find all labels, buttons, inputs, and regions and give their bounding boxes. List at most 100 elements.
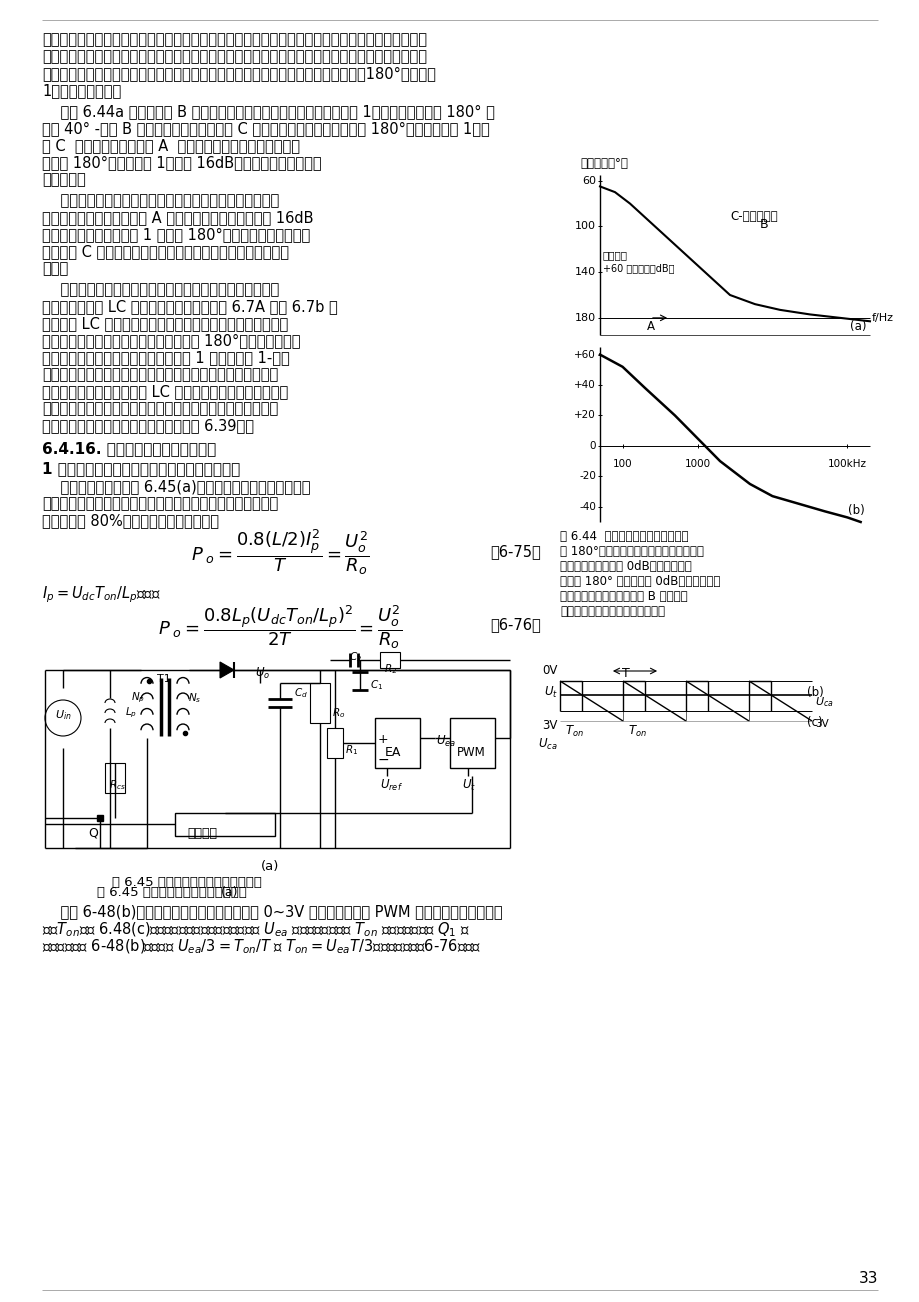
Text: (b): (b) (847, 504, 864, 517)
Text: EA: EA (384, 746, 401, 759)
Text: 增加。: 增加。 (42, 260, 68, 276)
Text: (a): (a) (260, 861, 278, 874)
Text: -20: -20 (578, 471, 596, 482)
Text: 轻载条件下输出 LC 滤波器转折频率处。由图 6.7A 和图 6.7b 可: 轻载条件下输出 LC 滤波器转折频率处。由图 6.7A 和图 6.7b 可 (42, 299, 337, 314)
Text: 基极驱动: 基极驱动 (187, 827, 217, 840)
Text: $T_{on}$: $T_{on}$ (564, 724, 584, 740)
Text: T: T (621, 667, 630, 680)
Text: $U_{ref}$: $U_{ref}$ (380, 779, 403, 793)
Text: $C_d$: $C_d$ (294, 686, 308, 699)
Text: 但是，如果在某种情况下，比如说在初始启动时，电路还: 但是，如果在某种情况下，比如说在初始启动时，电路还 (42, 193, 279, 208)
Text: 是计算由误差放大器的输出到输出电压端的直流或低频增益。: 是计算由误差放大器的输出到输出电压端的直流或低频增益。 (42, 496, 278, 510)
Bar (375, 717, 420, 768)
Text: $N_s$: $N_s$ (187, 691, 201, 704)
Text: 100: 100 (612, 458, 631, 469)
Text: 1000: 1000 (684, 458, 709, 469)
Text: $U_t$: $U_t$ (461, 779, 475, 793)
Text: 假定效率为 80%，反激变换器的输出功率: 假定效率为 80%，反激变换器的输出功率 (42, 513, 219, 529)
Text: 荡，即 180° 相移，增益 0dB。一旦振荡破: 荡，即 180° 相移，增益 0dB。一旦振荡破 (560, 575, 720, 589)
Text: 没有进入均衡状态，并且在 A 点频率环路增益瞬时降低到 16dB: 没有进入均衡状态，并且在 A 点频率环路增益瞬时降低到 16dB (42, 210, 313, 225)
Text: f/Hz: f/Hz (871, 312, 893, 323)
Text: 环路相移（°）: 环路相移（°） (579, 158, 627, 171)
Text: +60 开环增益（dB）: +60 开环增益（dB） (602, 263, 674, 273)
Bar (105, 763, 125, 793)
Text: （6-76）: （6-76） (490, 617, 540, 631)
Text: 图 6.44  如果存在两个频率环路相移: 图 6.44 如果存在两个频率环路相移 (560, 530, 687, 543)
Text: $R_{cs}$: $R_{cs}$ (108, 779, 126, 792)
Text: $U_{ea}$: $U_{ea}$ (436, 734, 456, 749)
Text: 定，因为增益绝不可能瞬时增加。: 定，因为增益绝不可能瞬时增加。 (560, 605, 664, 618)
Text: 100: 100 (574, 221, 596, 232)
Text: 0: 0 (589, 441, 596, 450)
Text: $C_2$: $C_2$ (348, 650, 362, 664)
Text: $N_p$: $N_p$ (130, 691, 145, 706)
Text: 移变化。在转折频率处大的相移可能导致 180°。如果总环路增: 移变化。在转折频率处大的相移可能导致 180°。如果总环路增 (42, 333, 301, 348)
Text: $I_p=U_{dc}T_{on}/L_p$；因此: $I_p=U_{dc}T_{on}/L_p$；因此 (42, 585, 161, 604)
Text: $P_{\ o}=\dfrac{0.8L_p(U_{dc}T_{on}/L_p)^2}{2T}=\dfrac{U_o^2}{R_o}$: $P_{\ o}=\dfrac{0.8L_p(U_{dc}T_{on}/L_p)… (158, 603, 402, 651)
Text: $L_p$: $L_p$ (125, 706, 137, 720)
Text: 图 6.45 断续模式反激变换器反馈环路: 图 6.45 断续模式反激变换器反馈环路 (112, 876, 262, 889)
Text: 可能进入振荡。计算这种情况是否出现是相当困难的。避免这: 可能进入振荡。计算这种情况是否出现是相当困难的。避免这 (42, 367, 278, 381)
Text: 100kHz: 100kHz (827, 458, 866, 469)
Text: 大约 40° -即在 B 有一个相位裕度。环路在 C 是稳定的，因为总环路相移是 180°，但增益小于 1，即: 大约 40° -即在 B 有一个相位裕度。环路在 C 是稳定的，因为总环路相移是… (42, 121, 489, 135)
Text: 如果存在条件振荡（绝大部分在初始启动），可能出现在: 如果存在条件振荡（绝大部分在初始启动），可能出现在 (42, 283, 279, 297)
Text: 见，轻载 LC 滤波器在转折频率处有很大的谐振增益提升和相: 见，轻载 LC 滤波器在转折频率处有很大的谐振增益提升和相 (42, 316, 288, 331)
Bar (380, 652, 400, 668)
Text: 在图 6.44a 中，环路在 B 点无条件稳定，因为这里总开环增益虽然是 1，但总开环相移比 180° 少: 在图 6.44a 中，环路在 B 点无条件稳定，因为这里总开环增益虽然是 1，但… (42, 104, 494, 118)
Text: +20: +20 (573, 410, 596, 421)
Bar (449, 717, 494, 768)
Polygon shape (220, 661, 233, 678)
Text: 动时增益瞬时降低到 0dB，出现条件振: 动时增益瞬时降低到 0dB，出现条件振 (560, 560, 691, 573)
Text: 140: 140 (574, 267, 596, 277)
Text: 种情况的最安全的方法是在 LC 转折频率处一个相位提升，即: 种情况的最安全的方法是在 LC 转折频率处一个相位提升，即 (42, 384, 288, 398)
Text: 上分压电阻并联一个电容就可以做到（图 6.39）。: 上分压电阻并联一个电容就可以做到（图 6.39）。 (42, 418, 254, 434)
Text: 又图 6-48(b)可以看到，误差放大器的输出与 0~3V 三角波比较形成 PWM 波，产生的矩形脉冲宽: 又图 6-48(b)可以看到，误差放大器的输出与 0~3V 三角波比较形成 PW… (42, 904, 502, 919)
Text: 0V: 0V (542, 664, 558, 677)
Text: 通时间。从图 6-48(b)可以看到 $U_{ea}/3=T_{on}/T$ 则 $T_{on}=U_{ea}T/3$。将它代入式（6-76）得到: 通时间。从图 6-48(b)可以看到 $U_{ea}/3=T_{on}/T$ 则… (42, 937, 481, 957)
Text: $P_{\ o}=\dfrac{0.8(L/2)I_p^2}{T}=\dfrac{U_o^2}{R_o}$: $P_{\ o}=\dfrac{0.8(L/2)I_p^2}{T}=\dfrac… (190, 527, 369, 577)
Bar (310, 684, 330, 723)
Text: 件稳定的。: 件稳定的。 (42, 172, 85, 187)
Text: 度（$T_{on}$－图 6.48(c)）等于三角波开始时间到直流电平 $U_{ea}$ 与其相交时间。此 $T_{on}$ 将是功率晶体管 $Q_1$ 导: 度（$T_{on}$－图 6.48(c)）等于三角波开始时间到直流电平 $U_{… (42, 921, 470, 940)
Text: PWM: PWM (457, 746, 485, 759)
Text: 以证明，不会出现此情况，这里的目的只不过是要接受如果总环路增益在总环路相移180°的频率是: 以证明，不会出现此情况，这里的目的只不过是要接受如果总环路增益在总环路相移180… (42, 66, 436, 81)
Text: B: B (759, 219, 767, 232)
Text: +: + (378, 733, 388, 746)
Text: $T_{on}$: $T_{on}$ (628, 724, 646, 740)
Text: (a): (a) (221, 885, 239, 898)
Text: $C_1$: $C_1$ (369, 678, 383, 691)
Text: −: − (378, 753, 390, 767)
Text: (c): (c) (806, 716, 822, 729)
Text: 振荡。在 C 点不可能停留在条件振荡，原因是增益不可能瞬时: 振荡。在 C 点不可能停留在条件振荡，原因是增益不可能瞬时 (42, 243, 289, 259)
Text: $U_{in}$: $U_{in}$ (55, 708, 72, 721)
Text: $U_t$: $U_t$ (543, 685, 558, 700)
Text: -40: -40 (578, 501, 596, 512)
Bar (326, 728, 343, 758)
Text: $U_{ca}$: $U_{ca}$ (814, 695, 833, 708)
Text: $R_2$: $R_2$ (383, 661, 397, 676)
Text: 图 6.45 断续模式反激变换器反馈环路: 图 6.45 断续模式反激变换器反馈环路 (97, 885, 246, 898)
Text: $R_1$: $R_1$ (345, 743, 357, 756)
Text: 180: 180 (574, 312, 596, 323)
Text: 6.4.16. 断续模式反激变换器的稳定: 6.4.16. 断续模式反激变换器的稳定 (42, 441, 216, 456)
Text: 引入一个零点，消除环路的某些相位滞后。只要在采样网络的: 引入一个零点，消除环路的某些相位滞后。只要在采样网络的 (42, 401, 278, 417)
Text: 位 180°，环路可能是条件稳定。可能在启: 位 180°，环路可能是条件稳定。可能在启 (560, 546, 703, 559)
Text: $R_o$: $R_o$ (332, 706, 345, 720)
Text: A: A (646, 320, 654, 333)
Text: 3V: 3V (814, 719, 828, 729)
Text: 1 由误差放大器的输出到输出电压端的直流增益: 1 由误差放大器的输出到输出电压端的直流增益 (42, 461, 240, 477)
Text: (b): (b) (806, 686, 823, 699)
Text: C-无条件稳定: C-无条件稳定 (729, 210, 777, 223)
Text: 相移是 180°，增益大于 1（大约 16dB），如前所述环路是条: 相移是 180°，增益大于 1（大约 16dB），如前所述环路是条 (42, 155, 322, 171)
Text: T1: T1 (157, 674, 171, 684)
Text: 因为如果某个频率通过环路返回的信号与初始信号精确同相，但幅度加大，每次围绕环路幅度加大一: 因为如果某个频率通过环路返回的信号与初始信号精确同相，但幅度加大，每次围绕环路幅… (42, 33, 426, 47)
Text: 33: 33 (857, 1271, 877, 1286)
Text: $U_{ca}$: $U_{ca}$ (538, 737, 558, 753)
Text: 条件稳定: 条件稳定 (602, 250, 628, 260)
Text: 一存在振荡条件，增益为 1 和相移 180°，电路进入振荡并保持: 一存在振荡条件，增益为 1 和相移 180°，电路进入振荡并保持 (42, 227, 310, 242)
Text: 3V: 3V (542, 719, 558, 732)
Text: 在 C  点有增益裕度。但在 A  点环路是条件稳定。虽然总环路: 在 C 点有增益裕度。但在 A 点环路是条件稳定。虽然总环路 (42, 138, 300, 154)
Text: +40: +40 (573, 380, 596, 391)
Text: (a): (a) (849, 320, 866, 333)
Text: （6-75）: （6-75） (490, 544, 540, 559)
